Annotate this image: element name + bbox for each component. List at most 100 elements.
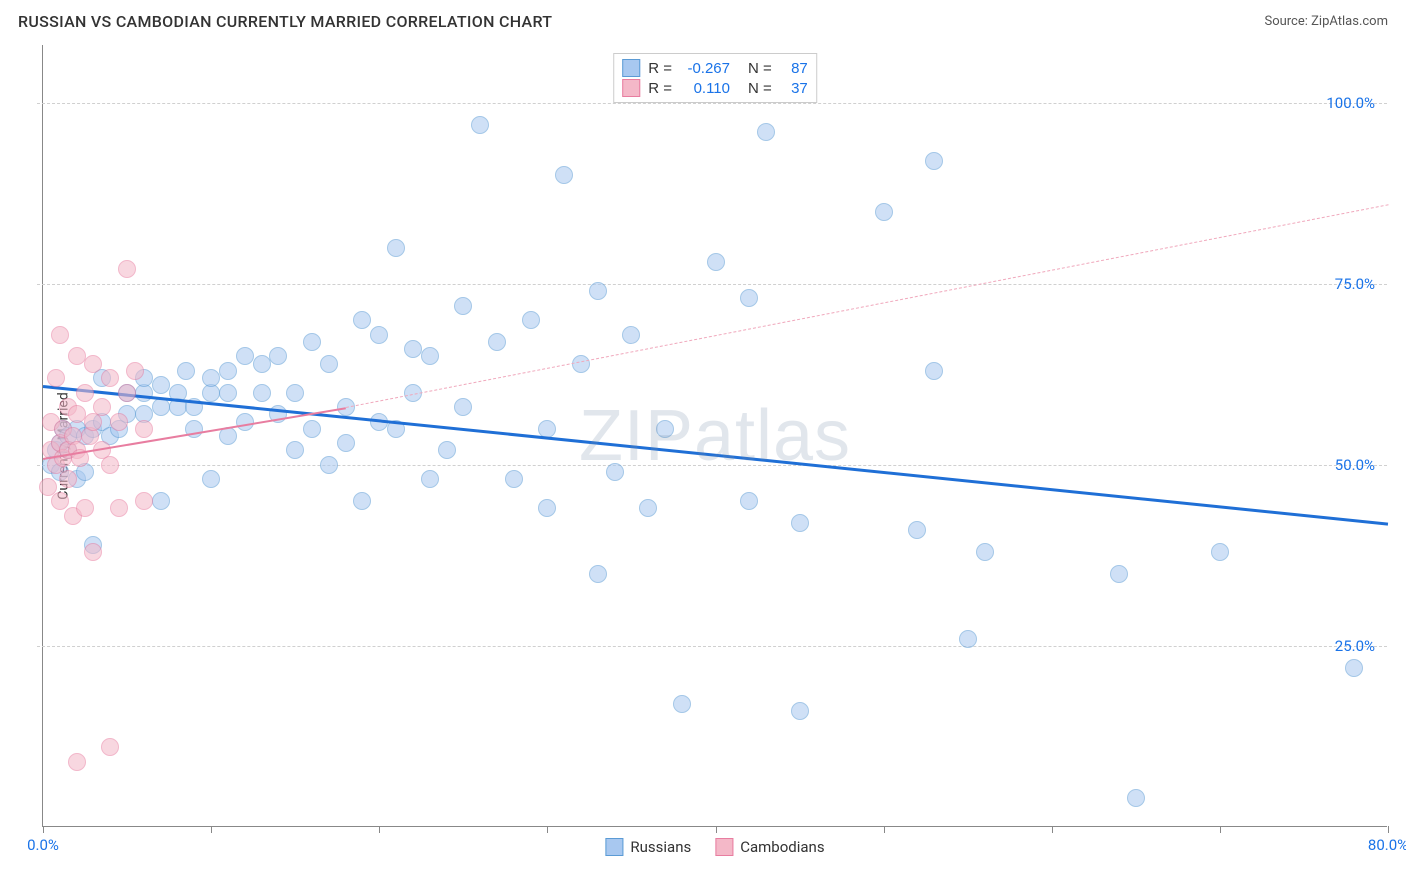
data-point <box>488 333 506 351</box>
data-point <box>51 492 69 510</box>
data-point <box>589 565 607 583</box>
data-point <box>253 384 271 402</box>
data-point <box>93 398 111 416</box>
data-point <box>253 355 271 373</box>
data-point <box>522 311 540 329</box>
data-point <box>76 499 94 517</box>
data-point <box>177 362 195 380</box>
data-point <box>236 347 254 365</box>
data-point <box>110 499 128 517</box>
data-point <box>126 362 144 380</box>
data-point <box>202 470 220 488</box>
data-point <box>875 203 893 221</box>
data-point <box>59 470 77 488</box>
data-point <box>572 355 590 373</box>
data-point <box>337 434 355 452</box>
x-tick <box>1388 826 1389 833</box>
x-tick <box>884 826 885 833</box>
data-point <box>286 441 304 459</box>
data-point <box>707 253 725 271</box>
data-point <box>320 355 338 373</box>
data-point <box>219 362 237 380</box>
data-point <box>84 543 102 561</box>
data-point <box>976 543 994 561</box>
data-point <box>740 492 758 510</box>
gridline <box>37 284 1387 285</box>
x-tick <box>716 826 717 833</box>
data-point <box>1211 543 1229 561</box>
legend-item: Cambodians <box>715 838 824 856</box>
trend-line <box>346 204 1389 408</box>
data-point <box>538 499 556 517</box>
data-point <box>68 347 86 365</box>
stat-r-label: R = <box>648 60 672 77</box>
data-point <box>303 420 321 438</box>
data-point <box>135 492 153 510</box>
data-point <box>286 384 304 402</box>
data-point <box>454 398 472 416</box>
data-point <box>320 456 338 474</box>
data-point <box>269 347 287 365</box>
data-point <box>387 239 405 257</box>
stat-n-label: N = <box>748 60 772 77</box>
legend-item: Russians <box>605 838 691 856</box>
gridline <box>37 646 1387 647</box>
data-point <box>236 413 254 431</box>
data-point <box>68 405 86 423</box>
trend-line <box>43 385 1388 526</box>
data-point <box>606 463 624 481</box>
stat-r-value: -0.267 <box>680 60 730 77</box>
data-point <box>353 311 371 329</box>
stat-r-value: 0.110 <box>680 80 730 97</box>
data-point <box>152 492 170 510</box>
source-attribution: Source: ZipAtlas.com <box>1264 14 1388 29</box>
legend-swatch <box>622 59 640 77</box>
data-point <box>740 289 758 307</box>
data-point <box>1110 565 1128 583</box>
data-point <box>656 420 674 438</box>
data-point <box>454 297 472 315</box>
data-point <box>353 492 371 510</box>
data-point <box>135 420 153 438</box>
stat-r-label: R = <box>648 80 672 97</box>
data-point <box>76 384 94 402</box>
x-tick <box>1220 826 1221 833</box>
legend-swatch <box>715 838 733 856</box>
stat-n-value: 37 <box>780 80 808 97</box>
series-legend: Russians Cambodians <box>605 838 824 856</box>
data-point <box>421 470 439 488</box>
y-tick-label: 75.0% <box>1335 275 1375 293</box>
data-point <box>925 362 943 380</box>
data-point <box>219 384 237 402</box>
data-point <box>421 347 439 365</box>
data-point <box>757 123 775 141</box>
data-point <box>438 441 456 459</box>
stat-n-label: N = <box>748 80 772 97</box>
chart-plot-area: 25.0%50.0%75.0%100.0%0.0%80.0% ZIPatlas … <box>42 45 1387 827</box>
gridline <box>37 465 1387 466</box>
x-tick-label: 80.0% <box>1368 836 1406 854</box>
data-point <box>202 369 220 387</box>
data-point <box>152 376 170 394</box>
legend-swatch <box>622 79 640 97</box>
data-point <box>925 152 943 170</box>
stat-n-value: 87 <box>780 60 808 77</box>
x-tick-label: 0.0% <box>27 836 59 854</box>
data-point <box>110 413 128 431</box>
y-tick-label: 25.0% <box>1335 637 1375 655</box>
data-point <box>101 738 119 756</box>
data-point <box>589 282 607 300</box>
stats-legend-row: R = -0.267 N = 87 <box>622 58 808 78</box>
data-point <box>84 355 102 373</box>
legend-swatch <box>605 838 623 856</box>
data-point <box>505 470 523 488</box>
data-point <box>673 695 691 713</box>
data-point <box>791 702 809 720</box>
data-point <box>639 499 657 517</box>
data-point <box>118 384 136 402</box>
legend-label: Russians <box>630 838 691 856</box>
y-tick-label: 50.0% <box>1335 456 1375 474</box>
data-point <box>118 260 136 278</box>
data-point <box>1345 659 1363 677</box>
data-point <box>68 753 86 771</box>
